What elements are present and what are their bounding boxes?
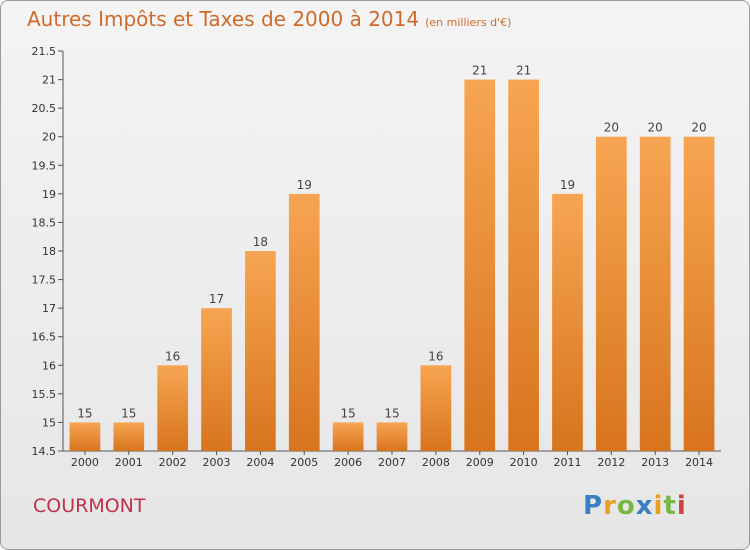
x-tick-label: 2003 — [203, 456, 231, 469]
x-tick-label: 2011 — [553, 456, 581, 469]
x-tick-label: 2006 — [334, 456, 362, 469]
logo-letter: i — [653, 491, 664, 521]
bar — [201, 308, 232, 451]
y-tick-label: 14.5 — [32, 445, 57, 458]
y-tick-label: 15.5 — [32, 388, 57, 401]
data-label: 16 — [165, 349, 180, 363]
y-tick-label: 19 — [42, 188, 56, 201]
x-tick-label: 2007 — [378, 456, 406, 469]
y-tick-label: 19.5 — [32, 159, 57, 172]
bar — [69, 422, 101, 451]
y-tick-label: 16 — [42, 359, 56, 372]
bar — [420, 365, 452, 451]
data-label: 16 — [428, 349, 443, 363]
x-tick-label: 2008 — [422, 456, 450, 469]
bar — [332, 422, 364, 451]
data-label: 19 — [560, 178, 575, 192]
data-label: 21 — [472, 64, 487, 78]
x-tick-label: 2013 — [641, 456, 669, 469]
bar — [508, 79, 539, 452]
y-tick-label: 15 — [42, 416, 56, 429]
title-text: Autres Impôts et Taxes de 2000 à 2014 — [27, 7, 420, 31]
data-label: 19 — [297, 178, 312, 192]
logo-letter: x — [635, 491, 654, 521]
bar — [376, 422, 408, 451]
y-tick-label: 20.5 — [32, 102, 57, 115]
bar — [552, 193, 583, 451]
bar — [288, 193, 320, 451]
data-label: 20 — [648, 121, 663, 135]
data-label: 20 — [604, 121, 619, 135]
bar — [113, 422, 145, 451]
bar — [595, 136, 627, 451]
x-tick-label: 2012 — [597, 456, 625, 469]
data-label: 15 — [384, 406, 399, 420]
logo-letter: P — [583, 491, 604, 521]
chart-subtitle: (en milliers d'€) — [425, 16, 512, 29]
logo-letter: o — [616, 491, 636, 521]
y-tick-label: 17 — [42, 302, 56, 315]
y-tick-label: 17.5 — [32, 274, 57, 287]
data-label: 20 — [691, 121, 706, 135]
y-tick-label: 21.5 — [32, 45, 57, 58]
x-tick-label: 2000 — [71, 456, 99, 469]
x-tick-label: 2002 — [159, 456, 187, 469]
y-tick-label: 18 — [42, 245, 56, 258]
logo-letter: t — [663, 491, 677, 521]
data-label: 15 — [121, 406, 136, 420]
data-label: 21 — [516, 64, 531, 78]
data-label: 15 — [77, 406, 92, 420]
bar — [245, 251, 276, 451]
bar — [157, 365, 189, 451]
x-tick-label: 2005 — [290, 456, 318, 469]
y-tick-label: 18.5 — [32, 216, 57, 229]
data-label: 18 — [253, 235, 268, 249]
logo-letter: r — [603, 491, 617, 521]
proxiti-logo: Proxiti — [583, 491, 687, 521]
bar — [683, 136, 715, 451]
bar — [464, 79, 496, 452]
y-tick-label: 20 — [42, 131, 56, 144]
commune-name: COURMONT — [33, 495, 146, 517]
y-tick-label: 16.5 — [32, 331, 57, 344]
x-tick-label: 2014 — [685, 456, 713, 469]
x-tick-label: 2009 — [466, 456, 494, 469]
y-tick-label: 21 — [42, 74, 56, 87]
x-tick-label: 2004 — [246, 456, 274, 469]
data-label: 17 — [209, 292, 224, 306]
data-label: 15 — [340, 406, 355, 420]
chart-title: Autres Impôts et Taxes de 2000 à 2014 (en… — [27, 7, 511, 31]
logo-letter: i — [676, 491, 687, 521]
bar — [639, 136, 671, 451]
x-tick-label: 2010 — [510, 456, 538, 469]
x-tick-label: 2001 — [115, 456, 143, 469]
